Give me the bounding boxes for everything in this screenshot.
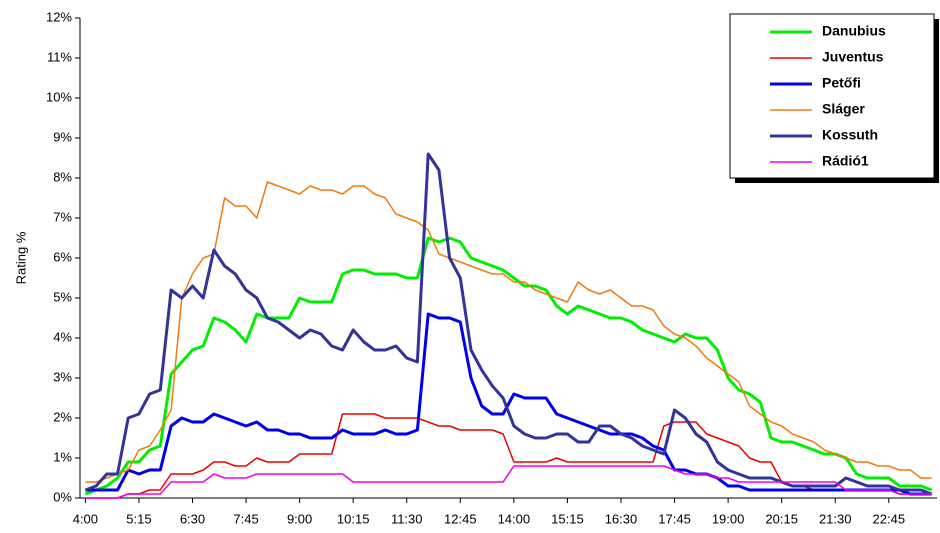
y-tick-label: 1% (53, 449, 72, 464)
y-tick-label: 2% (53, 409, 72, 424)
y-tick-label: 0% (53, 489, 72, 504)
legend-label: Juventus (822, 49, 884, 65)
y-tick-label: 5% (53, 289, 72, 304)
y-tick-label: 12% (46, 9, 72, 24)
series-line (84, 152, 933, 496)
x-tick-label: 21:30 (819, 511, 852, 526)
x-tick-label: 7:45 (233, 511, 258, 526)
x-tick-label: 14:00 (498, 511, 531, 526)
x-tick-label: 9:00 (287, 511, 312, 526)
y-tick-label: 8% (53, 169, 72, 184)
x-tick-label: 6:30 (180, 511, 205, 526)
x-tick-label: 19:00 (712, 511, 745, 526)
legend-label: Sláger (822, 101, 865, 117)
x-tick-label: 11:30 (391, 511, 423, 526)
legend (729, 13, 935, 179)
series-line (85, 181, 932, 483)
legend-label: Petőfi (822, 75, 861, 91)
y-tick-label: 6% (53, 249, 72, 264)
legend-label: Danubius (822, 23, 886, 39)
y-tick-label: 4% (53, 329, 72, 344)
legend-label: Kossuth (822, 127, 878, 143)
y-tick-label: 3% (53, 369, 72, 384)
y-tick-label: 10% (46, 89, 72, 104)
y-tick-label: 11% (47, 49, 72, 64)
x-tick-label: 15:15 (551, 511, 584, 526)
y-tick-label: 9% (53, 129, 72, 144)
x-tick-label: 16:30 (605, 511, 638, 526)
legend-label: Rádió1 (822, 153, 869, 169)
y-tick-label: 7% (53, 209, 72, 224)
x-tick-label: 22:45 (873, 511, 906, 526)
x-tick-label: 5:15 (126, 511, 151, 526)
series-line (84, 236, 933, 496)
x-tick-label: 4:00 (73, 511, 98, 526)
x-tick-label: 10:15 (337, 511, 370, 526)
x-tick-label: 17:45 (658, 511, 691, 526)
series-line (85, 312, 932, 496)
x-tick-label: 12:45 (444, 511, 477, 526)
series-line (85, 465, 932, 499)
x-tick-label: 20:15 (765, 511, 798, 526)
y-axis-title: Rating % (13, 231, 28, 284)
